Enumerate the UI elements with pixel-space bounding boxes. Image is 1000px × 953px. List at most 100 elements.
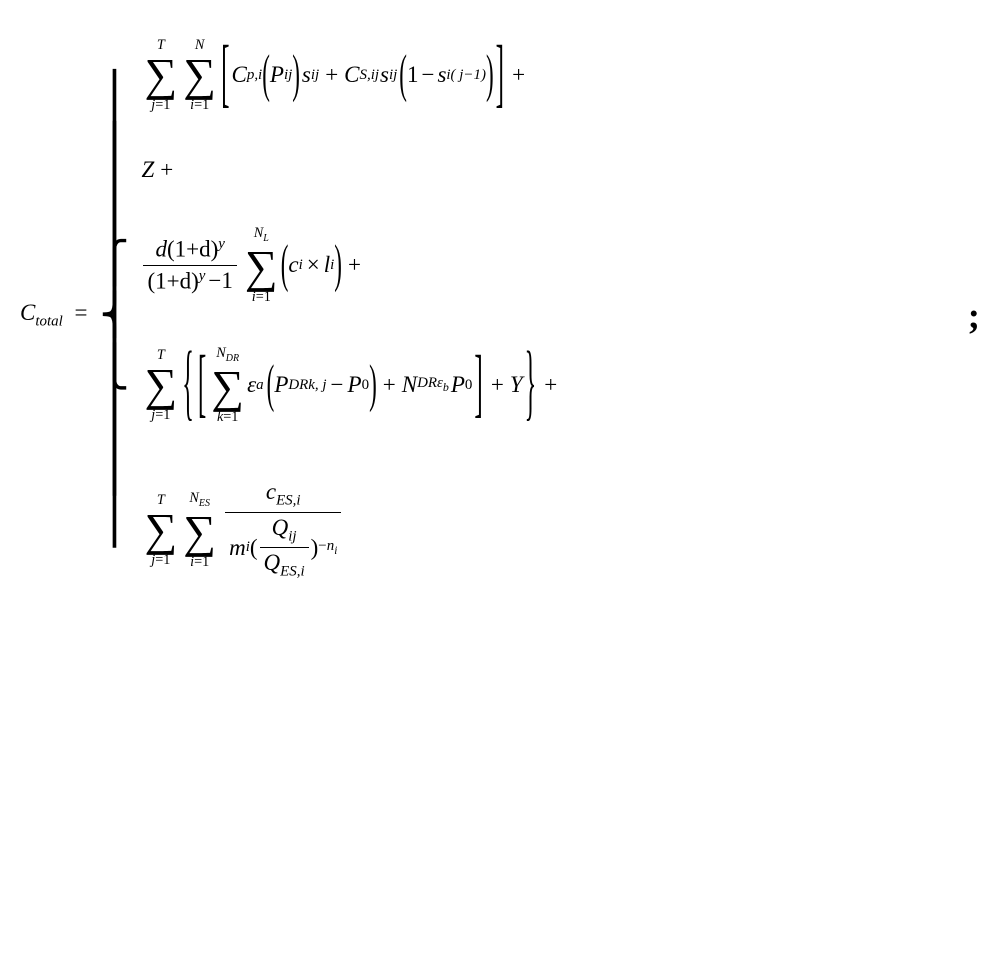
plus-sign: + (383, 372, 396, 398)
plus-sign: + (512, 62, 525, 88)
lparen: ( (262, 45, 270, 105)
lhs: Ctotal = (20, 300, 87, 331)
minus-1: −1 (208, 268, 232, 293)
sub-Sij: S,ij (360, 67, 380, 84)
sum-lower-eq: =1 (256, 289, 271, 305)
one: 1 (407, 62, 419, 88)
sum-upper-N: N (254, 225, 264, 241)
sym-s: s (380, 62, 389, 88)
plus-sign: + (325, 62, 338, 88)
right-brace-inner: } (525, 336, 537, 434)
lparen: ( (399, 45, 407, 105)
lparen: ( (281, 235, 289, 295)
sub-pi: p,i (247, 67, 262, 84)
minus-sign: − (421, 62, 434, 88)
sup-y: y (199, 268, 206, 284)
sym-Z: Z (141, 157, 154, 183)
frac-ces: cES,i mi ( Qij QES,i )−ni (225, 479, 341, 581)
rparen: ) (486, 45, 494, 105)
sup-y: y (218, 236, 225, 252)
frac-Q: Qij QES,i (260, 515, 309, 581)
sub-i: i (334, 545, 337, 557)
term-CSij: CS,ij sij (1−si( j−1)) (344, 62, 493, 88)
lparen: ( (267, 355, 275, 415)
lparen: ( (250, 535, 258, 561)
term-eps: εa (PDRk, j − P0) (247, 372, 377, 398)
sum-lower-eq: =1 (155, 552, 170, 568)
sum-upper-N: N (189, 490, 199, 506)
sym-C: C (344, 62, 359, 88)
term-NDR: NDRεb P0 (402, 372, 473, 398)
rhs-outer: T ∑ j=1 N ∑ i=1 [ Cp,i (Pij) sij + CS,ij… (141, 20, 980, 610)
left-bracket: [ (221, 32, 229, 119)
sym-P0: P (348, 372, 362, 398)
sub-ESi: ES,i (280, 564, 304, 580)
term-Cpi: Cp,i (Pij) sij (232, 62, 320, 88)
sym-c: c (266, 479, 276, 504)
sum-i-NES: NES ∑ i=1 (183, 491, 216, 569)
rparen: ) (292, 45, 300, 105)
neg-sign: − (318, 538, 326, 554)
sum-lower-eq: =1 (155, 97, 170, 113)
equals-sign: = (74, 300, 87, 325)
sym-P: P (274, 372, 288, 398)
sub-ij: ij (389, 67, 397, 84)
sym-c: c (288, 252, 298, 278)
times-sign: × (307, 252, 320, 278)
semicolon: ; (928, 294, 980, 337)
sum-lower-eq: =1 (223, 409, 238, 425)
row-2: Z + (141, 150, 563, 190)
sub-ij: ij (284, 67, 292, 84)
left-bracket: [ (198, 342, 206, 429)
plus-sign: + (544, 372, 557, 398)
rparen: ) (334, 235, 342, 295)
right-bracket: ] (474, 342, 482, 429)
sub-0: 0 (362, 377, 369, 394)
sym-Q: Q (272, 515, 289, 540)
plus-sign: + (491, 372, 504, 398)
lhs-sub: total (35, 313, 62, 329)
sub-ij: ij (288, 528, 296, 544)
rhs: T ∑ j=1 N ∑ i=1 [ Cp,i (Pij) sij + CS,ij… (141, 20, 563, 610)
sub-i: i (299, 257, 303, 274)
minus-sign: − (331, 372, 344, 398)
sub-0: 0 (465, 377, 472, 394)
sym-Y: Y (510, 372, 523, 398)
right-bracket: ] (496, 32, 504, 119)
row-3: d(1+d)y (1+d)y−1 NL ∑ i=1 (ci × li) + (141, 220, 563, 310)
sym-P: P (270, 62, 284, 88)
sub-b: b (443, 380, 449, 394)
sub-ijm1: i( j−1) (446, 67, 486, 84)
sub-a: a (256, 377, 263, 394)
plus-sign: + (160, 157, 173, 183)
plus-sign: + (348, 252, 361, 278)
sym-m: m (229, 535, 246, 561)
row-1: T ∑ j=1 N ∑ i=1 [ Cp,i (Pij) sij + CS,ij… (141, 30, 563, 120)
sym-s: s (437, 62, 446, 88)
sum-j-T: T ∑ j=1 (144, 493, 177, 568)
sym-s: s (302, 62, 311, 88)
sym-eps: ε (247, 372, 256, 398)
left-brace-inner: { (182, 336, 194, 434)
sum-lower-eq: =1 (194, 97, 209, 113)
sym-C: C (232, 62, 247, 88)
sub-DR: DR (417, 375, 437, 391)
one-plus-d: (1+d) (147, 268, 198, 293)
sym-d: d (155, 237, 167, 262)
sum-i-NL: NL ∑ i=1 (245, 226, 278, 304)
lhs-C: C (20, 300, 35, 325)
sym-P0: P (451, 372, 465, 398)
frac-discount: d(1+d)y (1+d)y−1 (143, 236, 236, 294)
sub-ESi: ES,i (276, 493, 300, 509)
left-brace: ⎧ ⎪ ⎨ ⎪ ⎩ (99, 250, 129, 380)
sym-N: N (402, 372, 417, 398)
rparen: ) (311, 535, 319, 561)
sum-j-T: T ∑ j=1 (144, 38, 177, 113)
sum-i-N: N ∑ i=1 (183, 38, 216, 113)
rparen: ) (369, 355, 377, 415)
sum-upper-N: N (216, 345, 226, 361)
row-4: T ∑ j=1 { [ NDR ∑ k=1 εa (PDRk, j − P0) … (141, 340, 563, 430)
sym-Q: Q (264, 550, 281, 575)
row-5: T ∑ j=1 NES ∑ i=1 cES,i mi ( Qij (141, 460, 563, 600)
sum-lower-eq: =1 (155, 407, 170, 423)
